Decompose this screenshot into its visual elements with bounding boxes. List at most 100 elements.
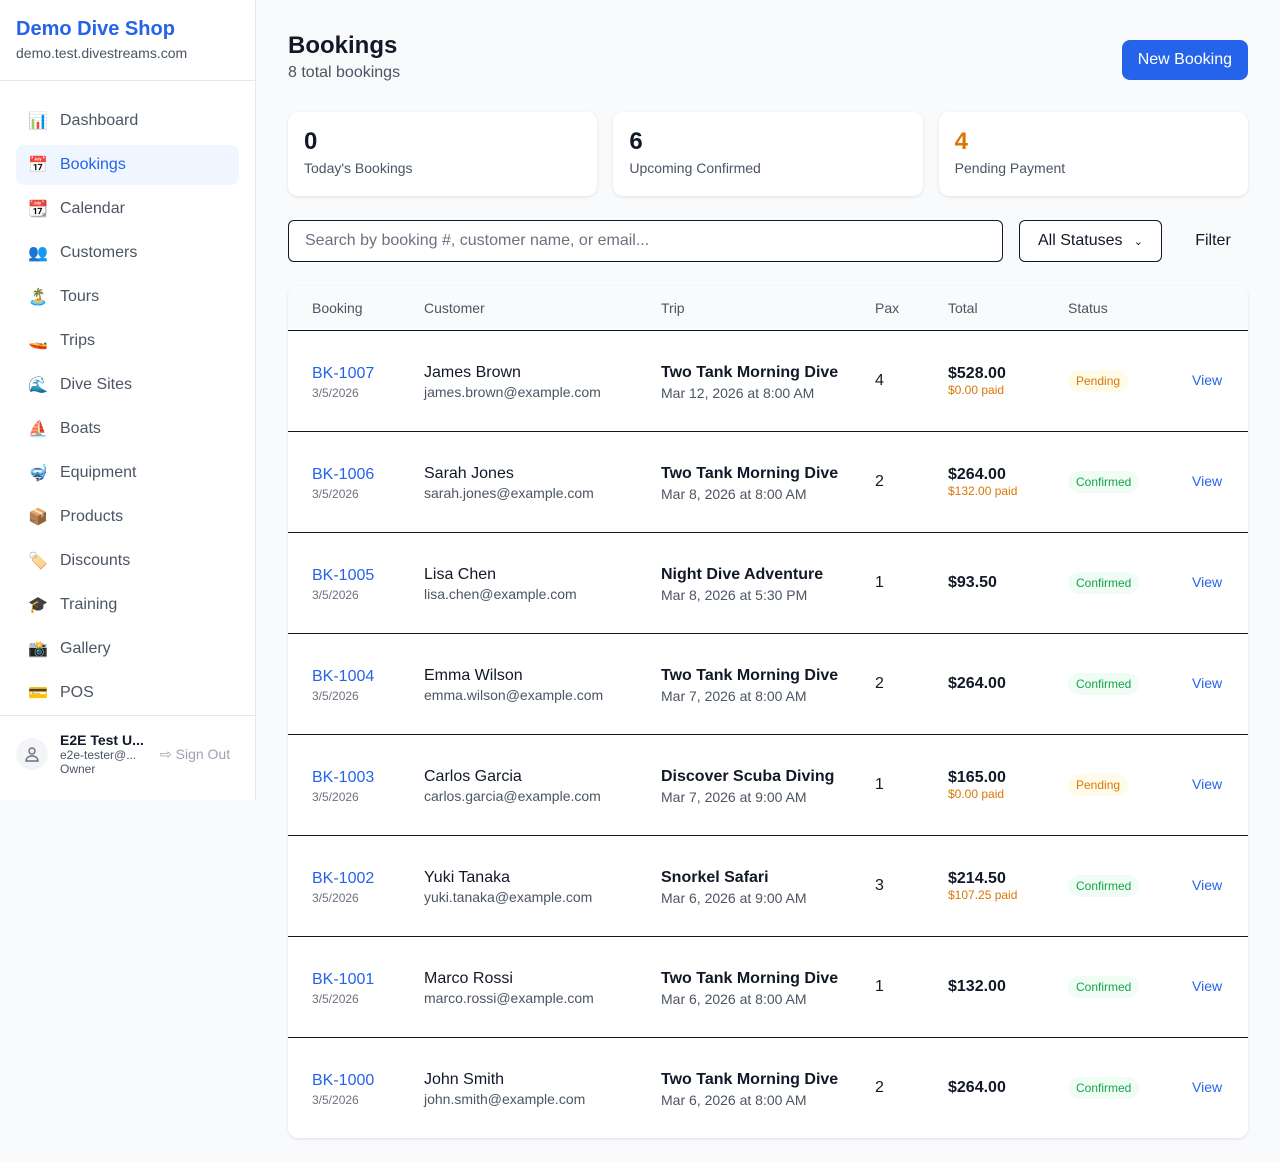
discounts-icon: 🏷️ — [28, 553, 48, 570]
pax-count: 2 — [851, 431, 924, 533]
trip-name: Snorkel Safari — [661, 868, 769, 886]
booking-date: 3/5/2026 — [312, 688, 359, 703]
total-amount: $264.00 — [948, 1078, 1006, 1096]
table-row[interactable]: BK-1002 3/5/2026 Yuki Tanaka yuki.tanaka@e… — [288, 835, 1248, 937]
booking-date: 3/5/2026 — [312, 385, 359, 400]
trip-date: Mar 6, 2026 at 8:00 AM — [661, 990, 807, 1007]
sidebar-item-dive-sites[interactable]: 🌊 Dive Sites — [16, 365, 239, 405]
sidebar-item-pos[interactable]: 💳 POS — [16, 673, 239, 713]
brand: Demo Dive Shop demo.test.divestreams.com — [0, 0, 255, 81]
view-link[interactable]: View — [1192, 472, 1223, 489]
new-booking-button[interactable]: New Booking — [1121, 40, 1248, 80]
equipment-icon: 🤿 — [28, 465, 48, 482]
stat-label: Pending Payment — [954, 160, 1066, 176]
paid-amount: $0.00 paid — [948, 382, 1005, 397]
products-icon: 📦 — [28, 509, 48, 526]
booking-id-link[interactable]: BK-1004 — [312, 667, 375, 685]
status-select[interactable]: All Statuses ⌄ — [1019, 220, 1162, 262]
status-badge: Pending — [1068, 773, 1129, 796]
total-amount: $264.00 — [948, 674, 1006, 692]
customer-email: emma.wilson@example.com — [424, 686, 604, 703]
stat-value: 6 — [629, 128, 643, 155]
table-row[interactable]: BK-1006 3/5/2026 Sarah Jones sarah.jones@e… — [288, 431, 1248, 533]
user-avatar-icon — [16, 738, 48, 770]
table-row[interactable]: BK-1001 3/5/2026 Marco Rossi marco.rossi@e… — [288, 936, 1248, 1038]
customer-email: john.smith@example.com — [424, 1090, 586, 1107]
view-link[interactable]: View — [1192, 876, 1223, 893]
view-link[interactable]: View — [1192, 674, 1223, 691]
filter-button[interactable]: Filter — [1195, 232, 1231, 249]
column-header: Pax — [851, 286, 924, 331]
booking-id-link[interactable]: BK-1003 — [312, 768, 375, 786]
booking-id-link[interactable]: BK-1005 — [312, 566, 375, 584]
trip-name: Two Tank Morning Dive — [661, 1070, 839, 1088]
sidebar-item-calendar[interactable]: 📆 Calendar — [16, 189, 239, 229]
sidebar-item-customers[interactable]: 👥 Customers — [16, 233, 239, 273]
sidebar-item-gallery[interactable]: 📸 Gallery — [16, 629, 239, 669]
sidebar-item-training[interactable]: 🎓 Training — [16, 585, 239, 625]
sidebar-item-label: Boats — [60, 420, 101, 437]
column-header: Booking — [288, 286, 400, 331]
booking-id-link[interactable]: BK-1007 — [312, 364, 375, 382]
dive-sites-icon: 🌊 — [28, 377, 48, 394]
trip-name: Discover Scuba Diving — [661, 767, 835, 785]
customer-name: Emma Wilson — [424, 666, 523, 684]
trips-icon: 🚤 — [28, 333, 48, 350]
sidebar-item-trips[interactable]: 🚤 Trips — [16, 321, 239, 361]
stat-label: Today's Bookings — [304, 160, 413, 176]
pax-count: 1 — [851, 936, 924, 1038]
sidebar-item-products[interactable]: 📦 Products — [16, 497, 239, 537]
table-row[interactable]: BK-1004 3/5/2026 Emma Wilson emma.wilson@e… — [288, 633, 1248, 735]
booking-id-link[interactable]: BK-1006 — [312, 465, 375, 483]
dashboard-icon: 📊 — [28, 113, 48, 130]
table-row[interactable]: BK-1003 3/5/2026 Carlos Garcia carlos.garc… — [288, 734, 1248, 836]
status-select-value: All Statuses — [1038, 232, 1123, 249]
customers-icon: 👥 — [28, 245, 48, 262]
sidebar-item-equipment[interactable]: 🤿 Equipment — [16, 453, 239, 493]
sidebar-item-discounts[interactable]: 🏷️ Discounts — [16, 541, 239, 581]
trip-date: Mar 7, 2026 at 8:00 AM — [661, 687, 807, 704]
sidebar-item-boats[interactable]: ⛵ Boats — [16, 409, 239, 449]
brand-domain: demo.test.divestreams.com — [16, 45, 188, 61]
training-icon: 🎓 — [28, 597, 48, 614]
customer-email: james.brown@example.com — [424, 383, 601, 400]
pax-count: 2 — [875, 1078, 884, 1096]
table-row[interactable]: BK-1005 3/5/2026 Lisa Chen lisa.chen@examp… — [288, 532, 1248, 634]
sidebar-item-dashboard[interactable]: 📊 Dashboard — [16, 101, 239, 141]
sign-out-button[interactable]: ⇨ Sign Out — [160, 746, 230, 763]
booking-id-link[interactable]: BK-1002 — [312, 869, 375, 887]
sidebar-item-label: Bookings — [60, 156, 126, 173]
sidebar-item-label: Dive Sites — [60, 376, 133, 393]
paid-amount: $132.00 paid — [948, 483, 1018, 498]
sidebar-item-tours[interactable]: 🏝️ Tours — [16, 277, 239, 317]
customer-name: Sarah Jones — [424, 464, 514, 482]
status-badge: Confirmed — [1068, 874, 1140, 897]
sidebar-item-label: Tours — [60, 288, 100, 305]
pax-count: 1 — [851, 734, 924, 836]
stat-label: Upcoming Confirmed — [629, 160, 761, 176]
trip-name: Two Tank Morning Dive — [661, 969, 839, 987]
sidebar: Demo Dive Shop demo.test.divestreams.com… — [0, 0, 256, 800]
view-link[interactable]: View — [1192, 775, 1223, 792]
customer-name: Marco Rossi — [424, 969, 513, 987]
booking-date: 3/5/2026 — [312, 890, 359, 905]
table-row[interactable]: BK-1007 3/5/2026 James Brown james.brown@e… — [288, 330, 1248, 432]
user-panel: E2E Test U... e2e-tester@... Owner ⇨ Sig… — [0, 715, 255, 792]
main-content: Bookings 8 total bookings New Booking 0 T… — [288, 32, 1248, 1138]
view-link[interactable]: View — [1192, 573, 1223, 590]
booking-id-link[interactable]: BK-1001 — [312, 970, 375, 988]
total-amount: $165.00 — [948, 768, 1006, 786]
table-row[interactable]: BK-1000 3/5/2026 John Smith john.smith@exa… — [288, 1037, 1248, 1138]
pax-count: 3 — [851, 835, 924, 937]
booking-id-link[interactable]: BK-1000 — [312, 1071, 375, 1089]
booking-date: 3/5/2026 — [312, 486, 359, 501]
sidebar-item-label: Discounts — [60, 552, 131, 569]
search-input[interactable] — [288, 220, 1003, 262]
column-header: Total — [924, 286, 1044, 331]
sign-out-label: Sign Out — [175, 745, 231, 762]
brand-name[interactable]: Demo Dive Shop — [16, 18, 175, 40]
sidebar-item-bookings[interactable]: 📅 Bookings — [16, 145, 239, 185]
view-link[interactable]: View — [1192, 977, 1223, 994]
view-link[interactable]: View — [1192, 371, 1223, 388]
view-link[interactable]: View — [1192, 1078, 1223, 1095]
